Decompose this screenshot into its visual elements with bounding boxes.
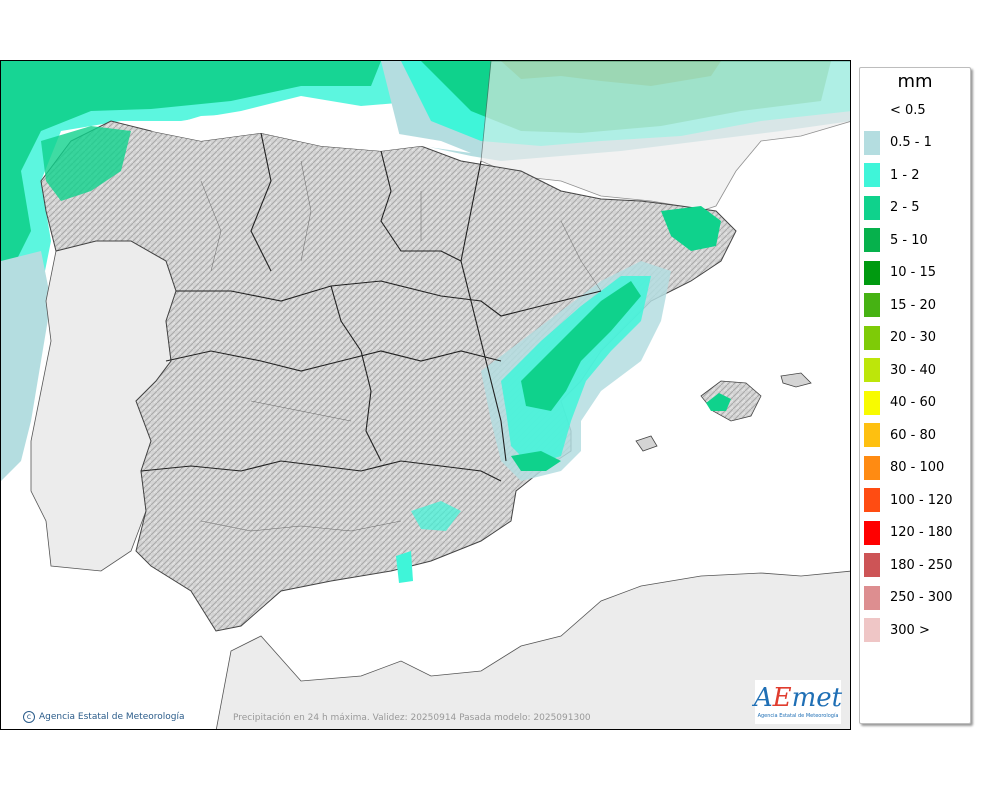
precip-area-atlantic-light (1, 251, 51, 481)
legend-label: 10 - 15 (890, 265, 937, 280)
legend-swatch (864, 98, 880, 122)
legend-swatch (864, 423, 880, 447)
cantabrian-sea (151, 113, 471, 153)
precip-area-atlantic-green (1, 61, 381, 266)
aemet-logo-subtitle: Agencia Estatal de Meteorología (757, 713, 839, 719)
map-caption: Precipitación en 24 h máxima. Validez: 2… (233, 713, 591, 723)
legend-swatch (864, 228, 880, 252)
regional-boundaries (140, 132, 602, 482)
legend-label: 60 - 80 (890, 427, 937, 443)
legend-row: 120 - 180 (860, 520, 953, 545)
legend-row: 15 - 20 (860, 293, 936, 317)
legend-label: 40 - 60 (890, 395, 937, 410)
precip-area-catalonia-green (661, 206, 721, 251)
precip-area-murcia (511, 451, 561, 471)
legend-row: 20 - 30 (860, 325, 937, 350)
credit-label: Agencia Estatal de Meteorología (39, 712, 185, 722)
legend-row: < 0.5 (860, 98, 926, 122)
legend-swatch (864, 488, 880, 512)
legend-swatch (864, 618, 880, 642)
map-canvas (1, 61, 850, 729)
legend-label: 5 - 10 (890, 232, 928, 248)
legend-label: 180 - 250 (890, 557, 953, 573)
legend-swatch (864, 553, 880, 577)
ibiza-island (635, 435, 658, 452)
precipitation-map: c Agencia Estatal de Meteorología Precip… (0, 60, 851, 730)
legend-label: 250 - 300 (890, 590, 953, 605)
legend-row: 2 - 5 (860, 195, 920, 220)
precip-area-levante-green (521, 281, 641, 411)
legend-row: 5 - 10 (860, 228, 928, 252)
legend-row: 60 - 80 (860, 423, 936, 447)
legend-swatch (864, 163, 880, 187)
legend-swatch (864, 455, 880, 480)
legend-swatch (864, 130, 880, 155)
precip-area-galicia (41, 126, 131, 201)
menorca-island (780, 372, 812, 388)
legend-label: 120 - 180 (890, 525, 953, 540)
precipitation-legend: mm < 0.5 0.5 - 1 1 - 2 2 - 5 5 - 10 10 - 15 15… (859, 67, 971, 724)
copyright-icon: c (23, 711, 35, 723)
legend-swatch (864, 520, 880, 545)
legend-label: 300 > (890, 622, 930, 638)
legend-swatch (864, 585, 880, 610)
legend-row: 180 - 250 (860, 553, 953, 577)
legend-row: 30 - 40 (860, 358, 936, 382)
legend-row: 100 - 120 (860, 488, 953, 512)
legend-label: 0.5 - 1 (890, 135, 932, 150)
legend-swatch (864, 195, 880, 220)
legend-label: 15 - 20 (890, 297, 937, 313)
aemet-logo-mark: AEmet (753, 683, 843, 713)
legend-row: 250 - 300 (860, 585, 953, 610)
legend-title: mm (897, 71, 933, 92)
legend-label: 1 - 2 (890, 167, 920, 183)
legend-row: 80 - 100 (860, 455, 945, 480)
legend-label: < 0.5 (890, 102, 926, 118)
legend-label: 20 - 30 (890, 330, 937, 345)
legend-swatch (864, 390, 880, 415)
legend-row: 300 > (860, 618, 930, 642)
precip-area-mallorca (706, 393, 731, 411)
aemet-logo: AEmet Agencia Estatal de Meteorología (753, 680, 843, 724)
legend-label: 2 - 5 (890, 200, 920, 215)
legend-swatch (864, 325, 880, 350)
legend-row: 0.5 - 1 (860, 130, 932, 155)
legend-label: 100 - 120 (890, 492, 953, 508)
africa-land (215, 570, 850, 729)
legend-swatch (864, 293, 880, 317)
legend-row: 1 - 2 (860, 163, 920, 187)
legend-swatch (864, 358, 880, 382)
credit-text: c Agencia Estatal de Meteorología (23, 711, 185, 723)
legend-swatch (864, 260, 880, 285)
legend-row: 40 - 60 (860, 390, 937, 415)
legend-label: 30 - 40 (890, 362, 937, 378)
province-boundaries (200, 160, 602, 532)
precip-area-southeast-light (411, 501, 461, 531)
legend-row: 10 - 15 (860, 260, 937, 285)
legend-label: 80 - 100 (890, 460, 945, 475)
precip-area-almeria (396, 551, 413, 583)
